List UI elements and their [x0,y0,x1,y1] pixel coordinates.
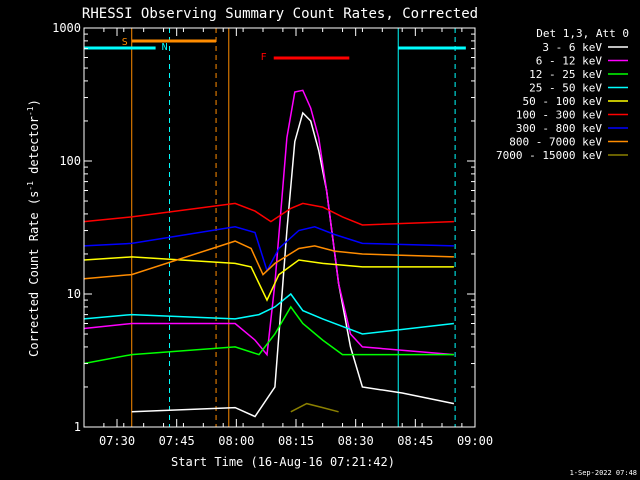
timestamp: 1-Sep-2022 07:48 [570,469,637,477]
series-line-0 [131,111,455,418]
x-tick-label: 08:15 [278,434,314,448]
legend-label-2: 12 - 25 keV [529,68,602,81]
legend-label-5: 100 - 300 keV [516,109,602,122]
y-axis-label-part-3: ) [27,99,41,106]
x-axis-label: Start Time (16-Aug-16 07:21:42) [171,455,395,469]
y-tick-label: 1 [74,420,81,434]
x-tick-label: 07:30 [99,434,135,448]
series-line-6 [83,226,454,273]
x-tick-label: 08:30 [338,434,374,448]
annotation-f: F [261,52,267,63]
y-tick-label: 1000 [52,21,81,35]
legend-label-8: 7000 - 15000 keV [496,149,602,162]
y-tick-label: 100 [59,154,81,168]
y-axis-label: Corrected Count Rate (s-1 detector-1) [26,99,41,357]
y-axis-label-part-2: detector [27,116,41,181]
series-line-3 [83,292,454,335]
legend-label-3: 25 - 50 keV [529,82,602,95]
x-tick-label: 07:45 [159,434,195,448]
series-line-8 [290,402,339,413]
series-line-2 [83,305,454,365]
legend-label-6: 300 - 800 keV [516,122,602,135]
y-axis-label-part-1: Corrected Count Rate (s [27,191,41,357]
series-line-1 [83,89,454,357]
legend-label-0: 3 - 6 keV [542,41,602,54]
legend-label-7: 800 - 7000 keV [509,136,602,149]
legend-label-4: 50 - 100 keV [523,95,603,108]
y-tick-label: 10 [67,287,81,301]
plot-area: S N F 1 10 100 1000 07:30 07:45 08:00 08:15 08:30 08… [52,21,493,448]
annotation-n: N [162,42,168,53]
plot-frame [83,27,476,428]
legend-label-1: 6 - 12 keV [536,55,603,68]
x-tick-label: 08:45 [397,434,433,448]
y-axis-label-sup-2: -1 [26,106,35,116]
series-line-4 [83,256,454,302]
legend-title: Det 1,3, Att 0 [536,27,629,40]
y-axis-label-sup-1: -1 [26,181,35,191]
x-tick-label: 09:00 [457,434,493,448]
series-line-5 [83,202,454,226]
x-tick-label: 08:00 [218,434,254,448]
annotation-s: S [122,37,128,48]
chart-title: RHESSI Observing Summary Count Rates, Co… [82,6,478,22]
series-line-7 [83,240,454,280]
